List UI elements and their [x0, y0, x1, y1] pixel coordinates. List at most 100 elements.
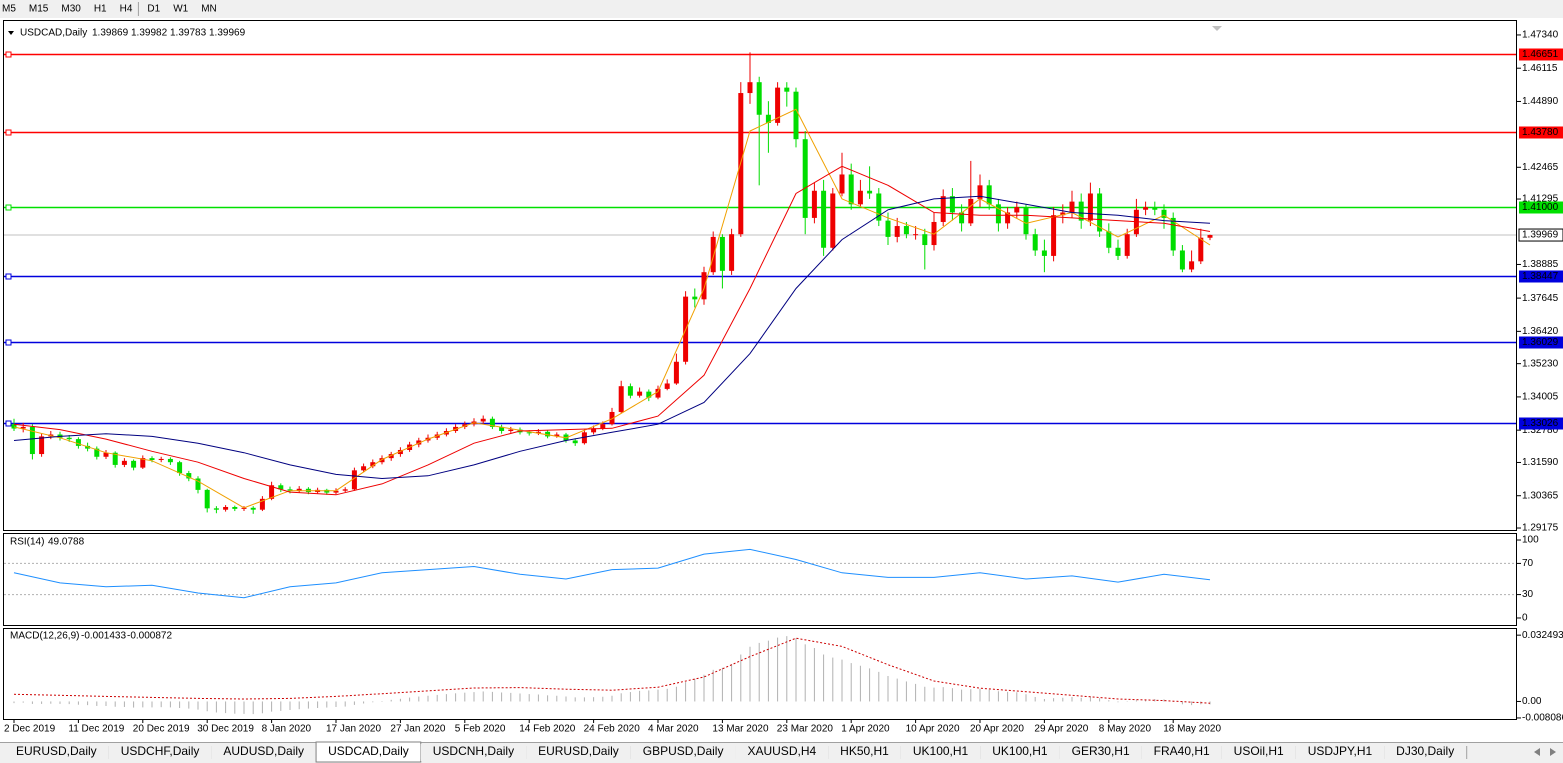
x-tick-label: 2 Dec 2019	[4, 724, 56, 735]
timeframe-button[interactable]: M5	[2, 4, 16, 15]
candle-body	[830, 193, 836, 248]
tab[interactable]: USDCAD,Daily	[315, 741, 422, 763]
tab-bg[interactable]	[1221, 744, 1296, 761]
tab[interactable]: XAUUSD,H4	[735, 744, 830, 761]
tab[interactable]: USDCNH,Daily	[420, 744, 528, 761]
tab[interactable]: EURUSD,Daily	[4, 744, 110, 761]
x-tick-label: 30 Dec 2019	[197, 724, 254, 735]
tab-bg[interactable]	[1059, 744, 1142, 761]
candle-body	[204, 489, 210, 509]
y-tick-label: 1.44890	[1522, 96, 1559, 107]
tab-label[interactable]: GBPUSD,Daily	[643, 744, 724, 758]
candle-body	[397, 449, 403, 455]
tab-label[interactable]: UK100,H1	[992, 744, 1048, 758]
tab-bg[interactable]	[4, 744, 109, 761]
tab-label[interactable]: EURUSD,Daily	[16, 744, 97, 758]
candle-body	[131, 460, 137, 468]
candle-body	[361, 466, 367, 471]
timeframe-button[interactable]: M30	[61, 4, 81, 15]
tab-scroll-left[interactable]	[1534, 748, 1540, 756]
level-handle	[5, 129, 12, 136]
tab-label[interactable]: UK100,H1	[913, 744, 969, 758]
tab[interactable]: DJ30,Daily	[1384, 744, 1468, 761]
ohlc-value: 1.39969	[209, 28, 246, 39]
y-tick-label: 1.37645	[1522, 293, 1559, 304]
candle-body	[655, 388, 661, 398]
level-label-bg	[1519, 336, 1563, 349]
timeframe-button[interactable]: H1	[94, 4, 107, 15]
tab-bg[interactable]	[526, 744, 631, 761]
candle-body	[526, 432, 532, 434]
tab-label[interactable]: FRA40,H1	[1154, 744, 1210, 758]
tab[interactable]: GER30,H1	[1059, 744, 1143, 761]
candle-body	[1069, 201, 1075, 213]
candle-body	[342, 489, 348, 491]
level-handle	[5, 273, 12, 280]
y-tick-label: 1.47340	[1522, 30, 1559, 41]
tab-label[interactable]: GER30,H1	[1072, 744, 1130, 758]
tab-label[interactable]: DJ30,Daily	[1396, 744, 1454, 758]
current-price-label-bg	[1518, 228, 1563, 242]
level-handle	[5, 420, 12, 427]
tab-bg[interactable]	[980, 744, 1060, 761]
tab-bg[interactable]	[420, 744, 527, 761]
candle-body	[821, 190, 827, 248]
x-tick-label: 17 Jan 2020	[326, 724, 381, 735]
candle-body	[784, 87, 790, 92]
candle-body	[158, 458, 164, 461]
tab[interactable]: GBPUSD,Daily	[630, 744, 737, 761]
tab[interactable]: HK50,H1	[828, 744, 902, 761]
candle-body	[1097, 193, 1103, 232]
tab[interactable]: EURUSD,Daily	[526, 744, 632, 761]
tab-bg[interactable]	[630, 744, 736, 761]
candle-body	[968, 198, 974, 224]
x-tick-label: 14 Feb 2020	[519, 724, 576, 735]
timeframe-button[interactable]: W1	[173, 4, 188, 15]
main-panel	[3, 20, 1517, 531]
tab-label[interactable]: USOil,H1	[1234, 744, 1284, 758]
tab-bg[interactable]	[900, 744, 981, 761]
timeframe-button[interactable]: MN	[201, 4, 217, 15]
candle-body	[545, 431, 551, 437]
timeframe-button[interactable]: D1	[147, 4, 160, 15]
tab-bg[interactable]	[828, 744, 901, 761]
tab[interactable]: UK100,H1	[900, 744, 982, 761]
tab-bg[interactable]	[211, 744, 317, 761]
tab-label[interactable]: USDCNH,Daily	[433, 744, 514, 758]
tab[interactable]: USDJPY,H1	[1295, 744, 1386, 761]
tab-label[interactable]: XAUUSD,H4	[747, 744, 816, 758]
tab[interactable]: USOil,H1	[1221, 744, 1297, 761]
tab-label[interactable]: AUDUSD,Daily	[223, 744, 304, 758]
tab-scroll-right[interactable]	[1550, 748, 1556, 756]
timeframe-button[interactable]: M15	[29, 4, 49, 15]
macd-value: -0.001433	[81, 631, 126, 642]
tab[interactable]: AUDUSD,Daily	[211, 744, 318, 761]
candle-body	[986, 185, 992, 205]
candle-body	[922, 234, 928, 246]
candle-body	[765, 114, 771, 123]
tab-label[interactable]: USDJPY,H1	[1308, 744, 1373, 758]
tab[interactable]: UK100,H1	[980, 744, 1061, 761]
x-tick-label: 5 Feb 2020	[455, 724, 506, 735]
tab-bg[interactable]	[735, 744, 829, 761]
y-tick-label: 0	[1522, 613, 1528, 624]
candle-body	[149, 458, 155, 461]
y-tick-label: 1.35230	[1522, 358, 1559, 369]
tab[interactable]: USDCHF,Daily	[108, 744, 213, 761]
candle-body	[609, 411, 615, 425]
y-tick-label: -0.008086	[1522, 713, 1563, 724]
tab[interactable]: FRA40,H1	[1141, 744, 1223, 761]
tab-bg[interactable]	[1295, 744, 1385, 761]
tab-label[interactable]: USDCAD,Daily	[328, 744, 409, 758]
tab-label[interactable]: USDCHF,Daily	[121, 744, 200, 758]
tab-label[interactable]: EURUSD,Daily	[538, 744, 619, 758]
candle-body	[848, 174, 854, 205]
tab-bg[interactable]	[1141, 744, 1222, 761]
level-handle	[5, 204, 12, 211]
tab-bg[interactable]	[1384, 744, 1467, 761]
tab-label[interactable]: HK50,H1	[840, 744, 889, 758]
tab-bg[interactable]	[108, 744, 212, 761]
timeframe-button[interactable]: H4	[120, 4, 133, 15]
candle-body	[591, 428, 597, 433]
